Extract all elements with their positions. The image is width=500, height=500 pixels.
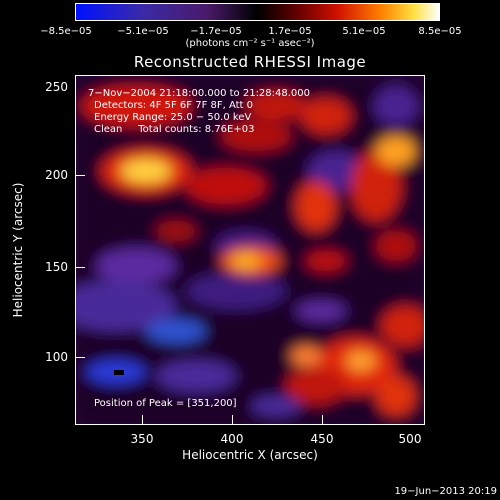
x-tick-label: 450 bbox=[310, 432, 334, 446]
y-tick-label: 200 bbox=[45, 168, 68, 182]
x-axis-label: Heliocentric X (arcsec) bbox=[182, 448, 318, 462]
x-tick-label: 500 bbox=[398, 432, 422, 446]
colorbar-tick: 8.5e−05 bbox=[418, 26, 462, 37]
y-tick-label: 250 bbox=[45, 80, 68, 94]
y-tickmark bbox=[75, 267, 85, 268]
x-tick-label: 350 bbox=[130, 432, 154, 446]
timestamp: 19−Jun−2013 20:19 bbox=[394, 486, 497, 497]
y-tick-label: 150 bbox=[45, 260, 68, 274]
colorbar-tick: 5.1e−05 bbox=[342, 26, 386, 37]
colorbar-tick: 1.7e−05 bbox=[268, 26, 312, 37]
y-tick-label: 100 bbox=[45, 350, 68, 364]
colorbar-tick: −5.1e−05 bbox=[117, 26, 169, 37]
info-clean: Clean Total counts: 8.76E+03 bbox=[94, 124, 255, 135]
y-tickmark bbox=[75, 357, 85, 358]
peak-marker bbox=[114, 370, 124, 375]
image-map bbox=[76, 76, 424, 424]
colorbar bbox=[75, 3, 440, 21]
colorbar-tick: −1.7e−05 bbox=[190, 26, 242, 37]
x-tickmark bbox=[322, 415, 323, 425]
x-tickmark bbox=[142, 415, 143, 425]
y-axis-label: Heliocentric Y (arcsec) bbox=[11, 182, 25, 318]
y-tickmark bbox=[75, 175, 85, 176]
x-tick-label: 400 bbox=[220, 432, 244, 446]
info-energy: Energy Range: 25.0 − 50.0 keV bbox=[94, 112, 252, 123]
plot-title: Reconstructed RHESSI Image bbox=[133, 53, 367, 71]
info-time: 7−Nov−2004 21:18:00.000 to 21:28:48.000 bbox=[88, 88, 311, 99]
info-peak: Position of Peak = [351,200] bbox=[94, 398, 237, 409]
image-blobs bbox=[76, 76, 424, 424]
colorbar-units: (photons cm⁻² s⁻¹ asec⁻²) bbox=[185, 38, 315, 49]
info-detectors: Detectors: 4F 5F 6F 7F 8F, Att 0 bbox=[94, 100, 254, 111]
colorbar-tick: −8.5e−05 bbox=[40, 26, 92, 37]
rhessi-image: 7−Nov−2004 21:18:00.000 to 21:28:48.000 … bbox=[75, 75, 425, 425]
x-tickmark bbox=[232, 415, 233, 425]
